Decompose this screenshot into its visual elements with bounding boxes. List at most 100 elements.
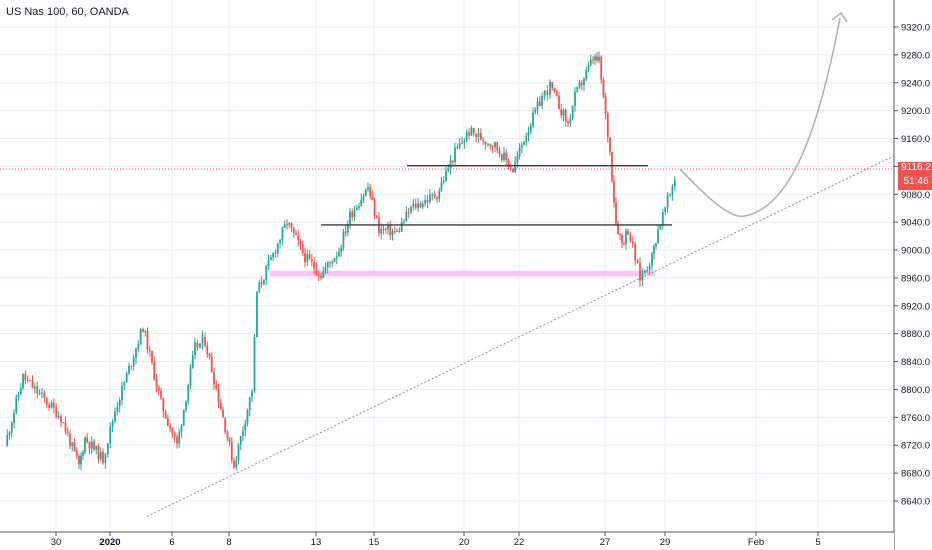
candle-body xyxy=(549,81,551,95)
candle-body xyxy=(90,441,93,449)
price-tick-label: 8800.0 xyxy=(901,385,930,396)
candle-body xyxy=(10,422,13,433)
candle-body xyxy=(625,230,627,244)
candle-body xyxy=(456,147,459,149)
candle-body xyxy=(114,411,116,422)
candle-body xyxy=(118,399,121,408)
candle-body xyxy=(491,146,494,148)
candle-body xyxy=(80,455,82,465)
candle-body xyxy=(253,337,256,392)
candle-body xyxy=(144,331,147,333)
candle-body xyxy=(410,206,412,213)
candle-body xyxy=(643,270,646,273)
candle-body xyxy=(29,380,32,382)
candle-body xyxy=(299,240,302,245)
candle-body xyxy=(162,398,165,412)
candle-body xyxy=(185,401,187,410)
candle-body xyxy=(326,262,329,268)
candle-body xyxy=(631,241,634,245)
candle-body xyxy=(440,182,443,191)
candle-body xyxy=(13,412,15,423)
candle-body xyxy=(274,253,277,255)
candle-body xyxy=(344,231,347,233)
candle-body xyxy=(208,353,211,357)
candle-body xyxy=(116,407,119,412)
axis-corner[interactable] xyxy=(896,533,932,550)
candle-body xyxy=(560,109,563,116)
price-axis-bg xyxy=(894,0,932,550)
candle-body xyxy=(155,379,158,388)
candle-body xyxy=(518,147,521,156)
candle-body xyxy=(596,56,598,61)
time-axis[interactable]: 30 2020 6 8 13 15 20 22 27 29 Feb 5 xyxy=(0,531,894,550)
price-tick-label: 9320.0 xyxy=(901,23,930,34)
candle-body xyxy=(657,229,659,244)
candle-body xyxy=(176,436,178,444)
candle-body xyxy=(132,358,135,366)
candle-body xyxy=(503,152,505,161)
candle-body xyxy=(438,190,441,200)
price-axis[interactable]: 9320.09280.09240.09200.09160.09120.09080… xyxy=(893,0,932,550)
candle-body xyxy=(532,112,534,126)
candle-body xyxy=(88,442,91,449)
candle-body xyxy=(78,456,80,465)
current-price-tag: 9116.2 xyxy=(901,162,931,173)
candle-body xyxy=(199,343,201,348)
candle-body xyxy=(320,275,322,278)
candle-body xyxy=(639,262,641,281)
candle-body xyxy=(659,225,662,230)
candle-body xyxy=(52,402,55,408)
candle-body xyxy=(292,227,295,233)
candle-body xyxy=(470,127,473,136)
candle-body xyxy=(463,140,466,143)
candle-body xyxy=(19,388,22,395)
candle-body xyxy=(288,223,291,225)
candle-body xyxy=(576,87,579,92)
candle-body xyxy=(433,194,436,198)
candle-body xyxy=(655,243,657,246)
time-tick-label: 5 xyxy=(815,537,820,548)
projection-arrowhead xyxy=(831,11,848,23)
candle-body xyxy=(26,380,29,382)
price-tick-label: 9200.0 xyxy=(901,106,930,117)
candle-body xyxy=(142,329,144,332)
candle-body xyxy=(445,170,447,181)
candle-body xyxy=(43,392,46,399)
candlestick-series[interactable] xyxy=(6,51,676,471)
candle-body xyxy=(529,125,532,133)
candle-body xyxy=(417,203,419,208)
candle-body xyxy=(465,132,468,141)
grid-lines xyxy=(0,0,894,532)
candle-body xyxy=(322,271,325,278)
candle-body xyxy=(164,411,167,419)
candle-body xyxy=(523,141,525,145)
candle-body xyxy=(267,260,270,267)
chart-title: US Nas 100, 60, OANDA xyxy=(6,6,129,18)
candle-body xyxy=(269,257,272,261)
candle-body xyxy=(507,160,510,168)
candle-body xyxy=(228,438,231,442)
candle-body xyxy=(256,291,258,338)
candle-body xyxy=(442,180,445,183)
candle-body xyxy=(487,143,489,145)
candle-body xyxy=(75,450,78,457)
candle-body xyxy=(178,431,181,444)
candle-body xyxy=(496,142,499,151)
candle-body xyxy=(468,132,470,136)
candle-body xyxy=(45,398,48,405)
candle-body xyxy=(461,142,463,144)
candle-body xyxy=(171,428,174,434)
candle-body xyxy=(86,437,89,443)
candle-body xyxy=(215,384,218,389)
projection-curve xyxy=(679,17,841,218)
time-tick-label: 27 xyxy=(600,537,611,548)
candle-body xyxy=(367,187,369,190)
candle-body xyxy=(594,56,596,60)
time-tick-label: 6 xyxy=(169,537,174,548)
candle-body xyxy=(166,418,169,426)
candle-body xyxy=(239,435,242,445)
candle-body xyxy=(125,373,128,383)
candle-body xyxy=(160,391,162,399)
candle-body xyxy=(606,113,609,138)
